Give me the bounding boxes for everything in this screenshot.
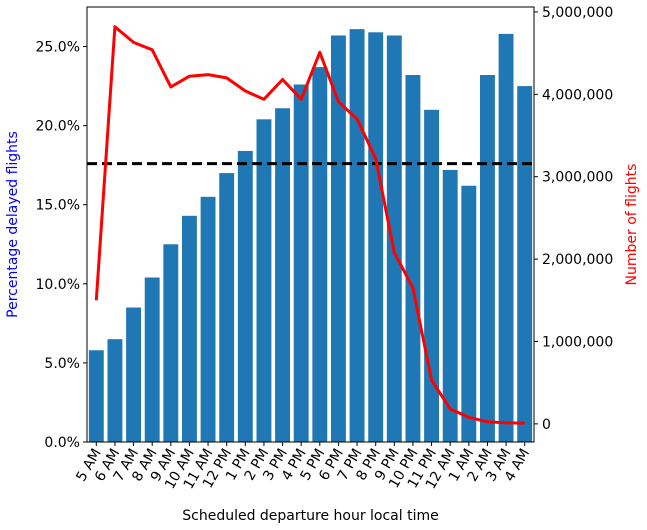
bar: [424, 109, 440, 443]
left-tick-label: 10.0%: [36, 277, 80, 293]
left-y-axis-label: Percentage delayed flights: [5, 131, 21, 318]
right-tick-label: 4,000,000: [542, 87, 613, 103]
left-tick-label: 15.0%: [36, 198, 80, 214]
bar-series: [88, 29, 533, 443]
bar: [163, 244, 179, 442]
bar: [368, 32, 384, 443]
bar: [200, 196, 216, 442]
right-axis-ticks: 0 1,000,000 2,000,000 3,000,000 4,000,000 5,0…: [534, 5, 613, 433]
bar: [517, 86, 533, 442]
flight-count-line-group: [94, 25, 525, 425]
bar: [498, 33, 514, 443]
left-tick-label: 5.0%: [44, 356, 80, 372]
right-tick-label: 2,000,000: [542, 252, 613, 268]
right-tick-label: 5,000,000: [542, 5, 613, 21]
bar: [126, 307, 142, 442]
left-tick-label: 25.0%: [36, 40, 80, 56]
right-y-axis-label: Number of flights: [624, 164, 640, 286]
bar: [479, 75, 495, 442]
bar: [442, 169, 458, 442]
bar: [312, 67, 328, 442]
right-tick-label: 3,000,000: [542, 170, 613, 186]
bar: [181, 215, 197, 442]
bar: [461, 185, 477, 442]
bar: [144, 277, 160, 442]
bar: [330, 35, 346, 443]
bar: [107, 339, 123, 442]
x-axis-label: Scheduled departure hour local time: [182, 508, 438, 524]
bar: [293, 84, 309, 442]
bar: [349, 29, 365, 443]
left-tick-label: 0.0%: [44, 435, 80, 451]
bar: [88, 350, 104, 442]
bar: [219, 173, 235, 442]
left-tick-label: 20.0%: [36, 119, 80, 135]
flight-count-line: [94, 25, 525, 425]
bar: [256, 119, 272, 443]
bar: [275, 108, 291, 443]
bar: [237, 150, 253, 443]
left-axis-ticks: 0.0% 5.0% 10.0% 15.0% 20.0% 25.0%: [36, 40, 87, 451]
plot-frame: [86, 6, 535, 443]
right-tick-label: 1,000,000: [542, 334, 613, 350]
right-tick-label: 0: [542, 417, 551, 433]
bar: [405, 75, 421, 442]
bar: [386, 35, 402, 443]
